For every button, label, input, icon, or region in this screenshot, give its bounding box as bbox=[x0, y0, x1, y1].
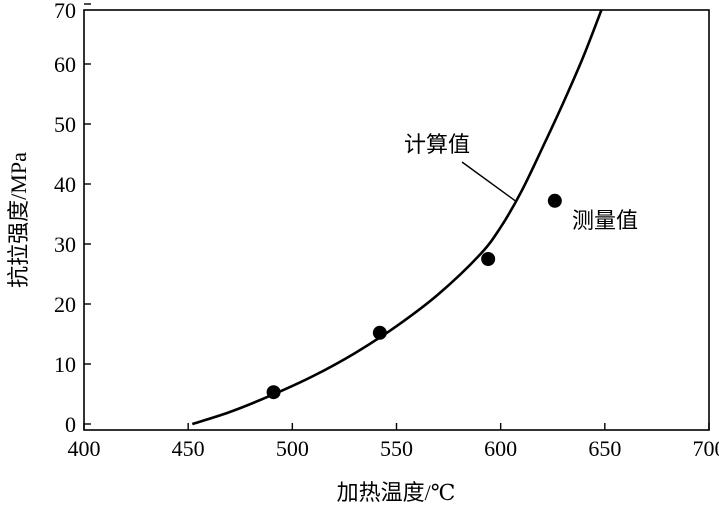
x-tick-label: 600 bbox=[484, 436, 517, 461]
y-axis-title: 抗拉强度/MPa bbox=[6, 152, 31, 288]
y-tick-label: 70 bbox=[54, 0, 76, 23]
y-tick-label: 10 bbox=[54, 352, 76, 377]
tick-labels: 400 450 500 550 600 650 700 0 10 20 30 40 50 60 70 bbox=[54, 0, 719, 461]
x-tick-label: 650 bbox=[588, 436, 621, 461]
x-tick-label: 550 bbox=[380, 436, 413, 461]
measured-point bbox=[547, 193, 562, 208]
y-tick-label: 20 bbox=[54, 292, 76, 317]
ticks bbox=[83, 3, 710, 430]
measured-points bbox=[266, 193, 562, 400]
measured-point bbox=[481, 252, 496, 266]
calc-leader-line bbox=[461, 161, 516, 202]
measured-point bbox=[372, 325, 387, 340]
x-axis-title: 加热温度/℃ bbox=[337, 480, 456, 505]
x-tick-label: 500 bbox=[276, 436, 309, 461]
y-tick-label: 0 bbox=[65, 412, 76, 437]
calc-annotation: 计算值 bbox=[404, 132, 470, 157]
y-tick-label: 50 bbox=[54, 112, 76, 137]
y-tick-label: 60 bbox=[54, 52, 76, 77]
calculated-curve bbox=[191, 10, 603, 426]
meas-annotation: 测量值 bbox=[572, 208, 638, 233]
y-tick-label: 30 bbox=[54, 232, 76, 257]
x-tick-label: 700 bbox=[693, 436, 719, 461]
x-tick-label: 400 bbox=[68, 436, 101, 461]
y-tick-label: 40 bbox=[54, 172, 76, 197]
x-tick-label: 450 bbox=[172, 436, 205, 461]
measured-point bbox=[266, 385, 281, 400]
